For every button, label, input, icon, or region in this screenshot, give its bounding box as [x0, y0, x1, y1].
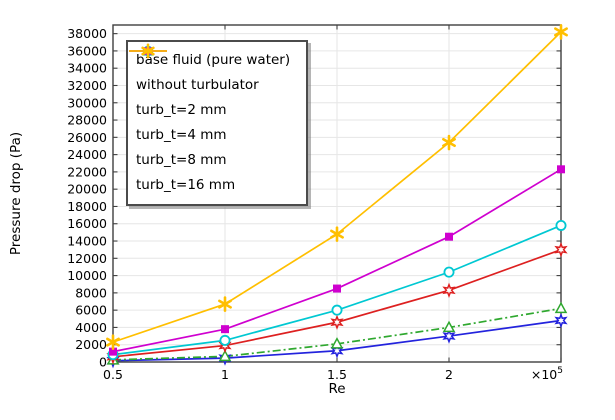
data-point-s1-x3: [442, 320, 456, 333]
x-axis-title: Re: [328, 381, 345, 397]
y-axis-title: Pressure drop (Pa): [8, 132, 24, 255]
legend-item-1: without turbulator: [129, 44, 290, 98]
data-point-s1-x1: [218, 349, 232, 362]
y-tick-label: 18000: [67, 199, 107, 214]
legend-item-3: turb_t=4 mm: [129, 45, 290, 148]
data-point-s5-x1: [218, 296, 232, 312]
y-tick-label: 24000: [67, 147, 107, 162]
data-point-s3-x3: [443, 266, 455, 278]
data-point-s1-x4: [554, 301, 568, 314]
y-tick-label: 10000: [67, 268, 107, 283]
legend-label: without turbulator: [136, 77, 259, 93]
y-tick-label: 30000: [67, 95, 107, 110]
y-tick-label: 26000: [67, 130, 107, 145]
legend-label: turb_t=4 mm: [136, 127, 227, 143]
legend-label: turb_t=8 mm: [136, 152, 227, 168]
y-tick-label: 14000: [67, 234, 107, 249]
y-tick-label: 22000: [67, 164, 107, 179]
x-tick-label: 1.5: [327, 367, 347, 382]
data-point-s3-x2: [331, 304, 343, 316]
marker-asterisk: [141, 43, 155, 59]
y-tick-label: 20000: [67, 182, 107, 197]
x-axis-multiplier: ×105: [531, 366, 563, 382]
data-point-s4-x3: [445, 232, 453, 241]
legend-sample-asterisk: [129, 43, 167, 59]
y-tick-label: 8000: [75, 285, 107, 300]
data-point-s5-x4: [554, 24, 568, 40]
data-point-s0-x4: [554, 312, 568, 329]
legend-label: turb_t=2 mm: [136, 102, 227, 118]
data-point-s0-x3: [442, 328, 456, 344]
data-point-s4-x2: [333, 284, 341, 293]
data-point-s5-x2: [330, 226, 344, 242]
y-tick-label: 2000: [75, 337, 107, 352]
y-tick-label: 38000: [67, 26, 107, 41]
y-tick-label: 32000: [67, 78, 107, 93]
legend-item-2: turb_t=2 mm: [129, 43, 290, 123]
chart-legend: base fluid (pure water) without turbulato…: [126, 40, 309, 206]
data-point-s3-x4: [555, 219, 567, 231]
data-point-s2-x4: [554, 241, 568, 258]
data-point-s4-x0: [109, 347, 117, 356]
data-point-s5-x0: [106, 334, 120, 350]
data-point-s4-x1: [221, 325, 229, 334]
data-point-s1-x2: [330, 337, 344, 349]
y-tick-label: 4000: [75, 320, 107, 335]
y-tick-label: 34000: [67, 61, 107, 76]
y-tick-label: 12000: [67, 251, 107, 266]
y-tick-label: 0: [99, 355, 107, 370]
x-tick-label: 1: [221, 367, 229, 382]
data-point-s2-x3: [442, 282, 456, 298]
x-tick-label: 2: [445, 367, 453, 382]
legend-label: base fluid (pure water): [136, 52, 291, 68]
y-tick-label: 16000: [67, 216, 107, 231]
x-tick-label: 0.5: [103, 367, 123, 382]
data-point-s5-x3: [442, 134, 456, 151]
legend-item-4: turb_t=8 mm: [129, 47, 290, 173]
y-tick-label: 6000: [75, 303, 107, 318]
legend-item-5: turb_t=16 mm: [129, 43, 290, 198]
data-point-s4-x4: [557, 165, 565, 174]
legend-label: turb_t=16 mm: [136, 177, 236, 193]
y-tick-label: 36000: [67, 43, 107, 58]
y-tick-label: 28000: [67, 113, 107, 128]
data-point-s3-x1: [219, 334, 231, 346]
data-point-s2-x2: [330, 314, 344, 330]
